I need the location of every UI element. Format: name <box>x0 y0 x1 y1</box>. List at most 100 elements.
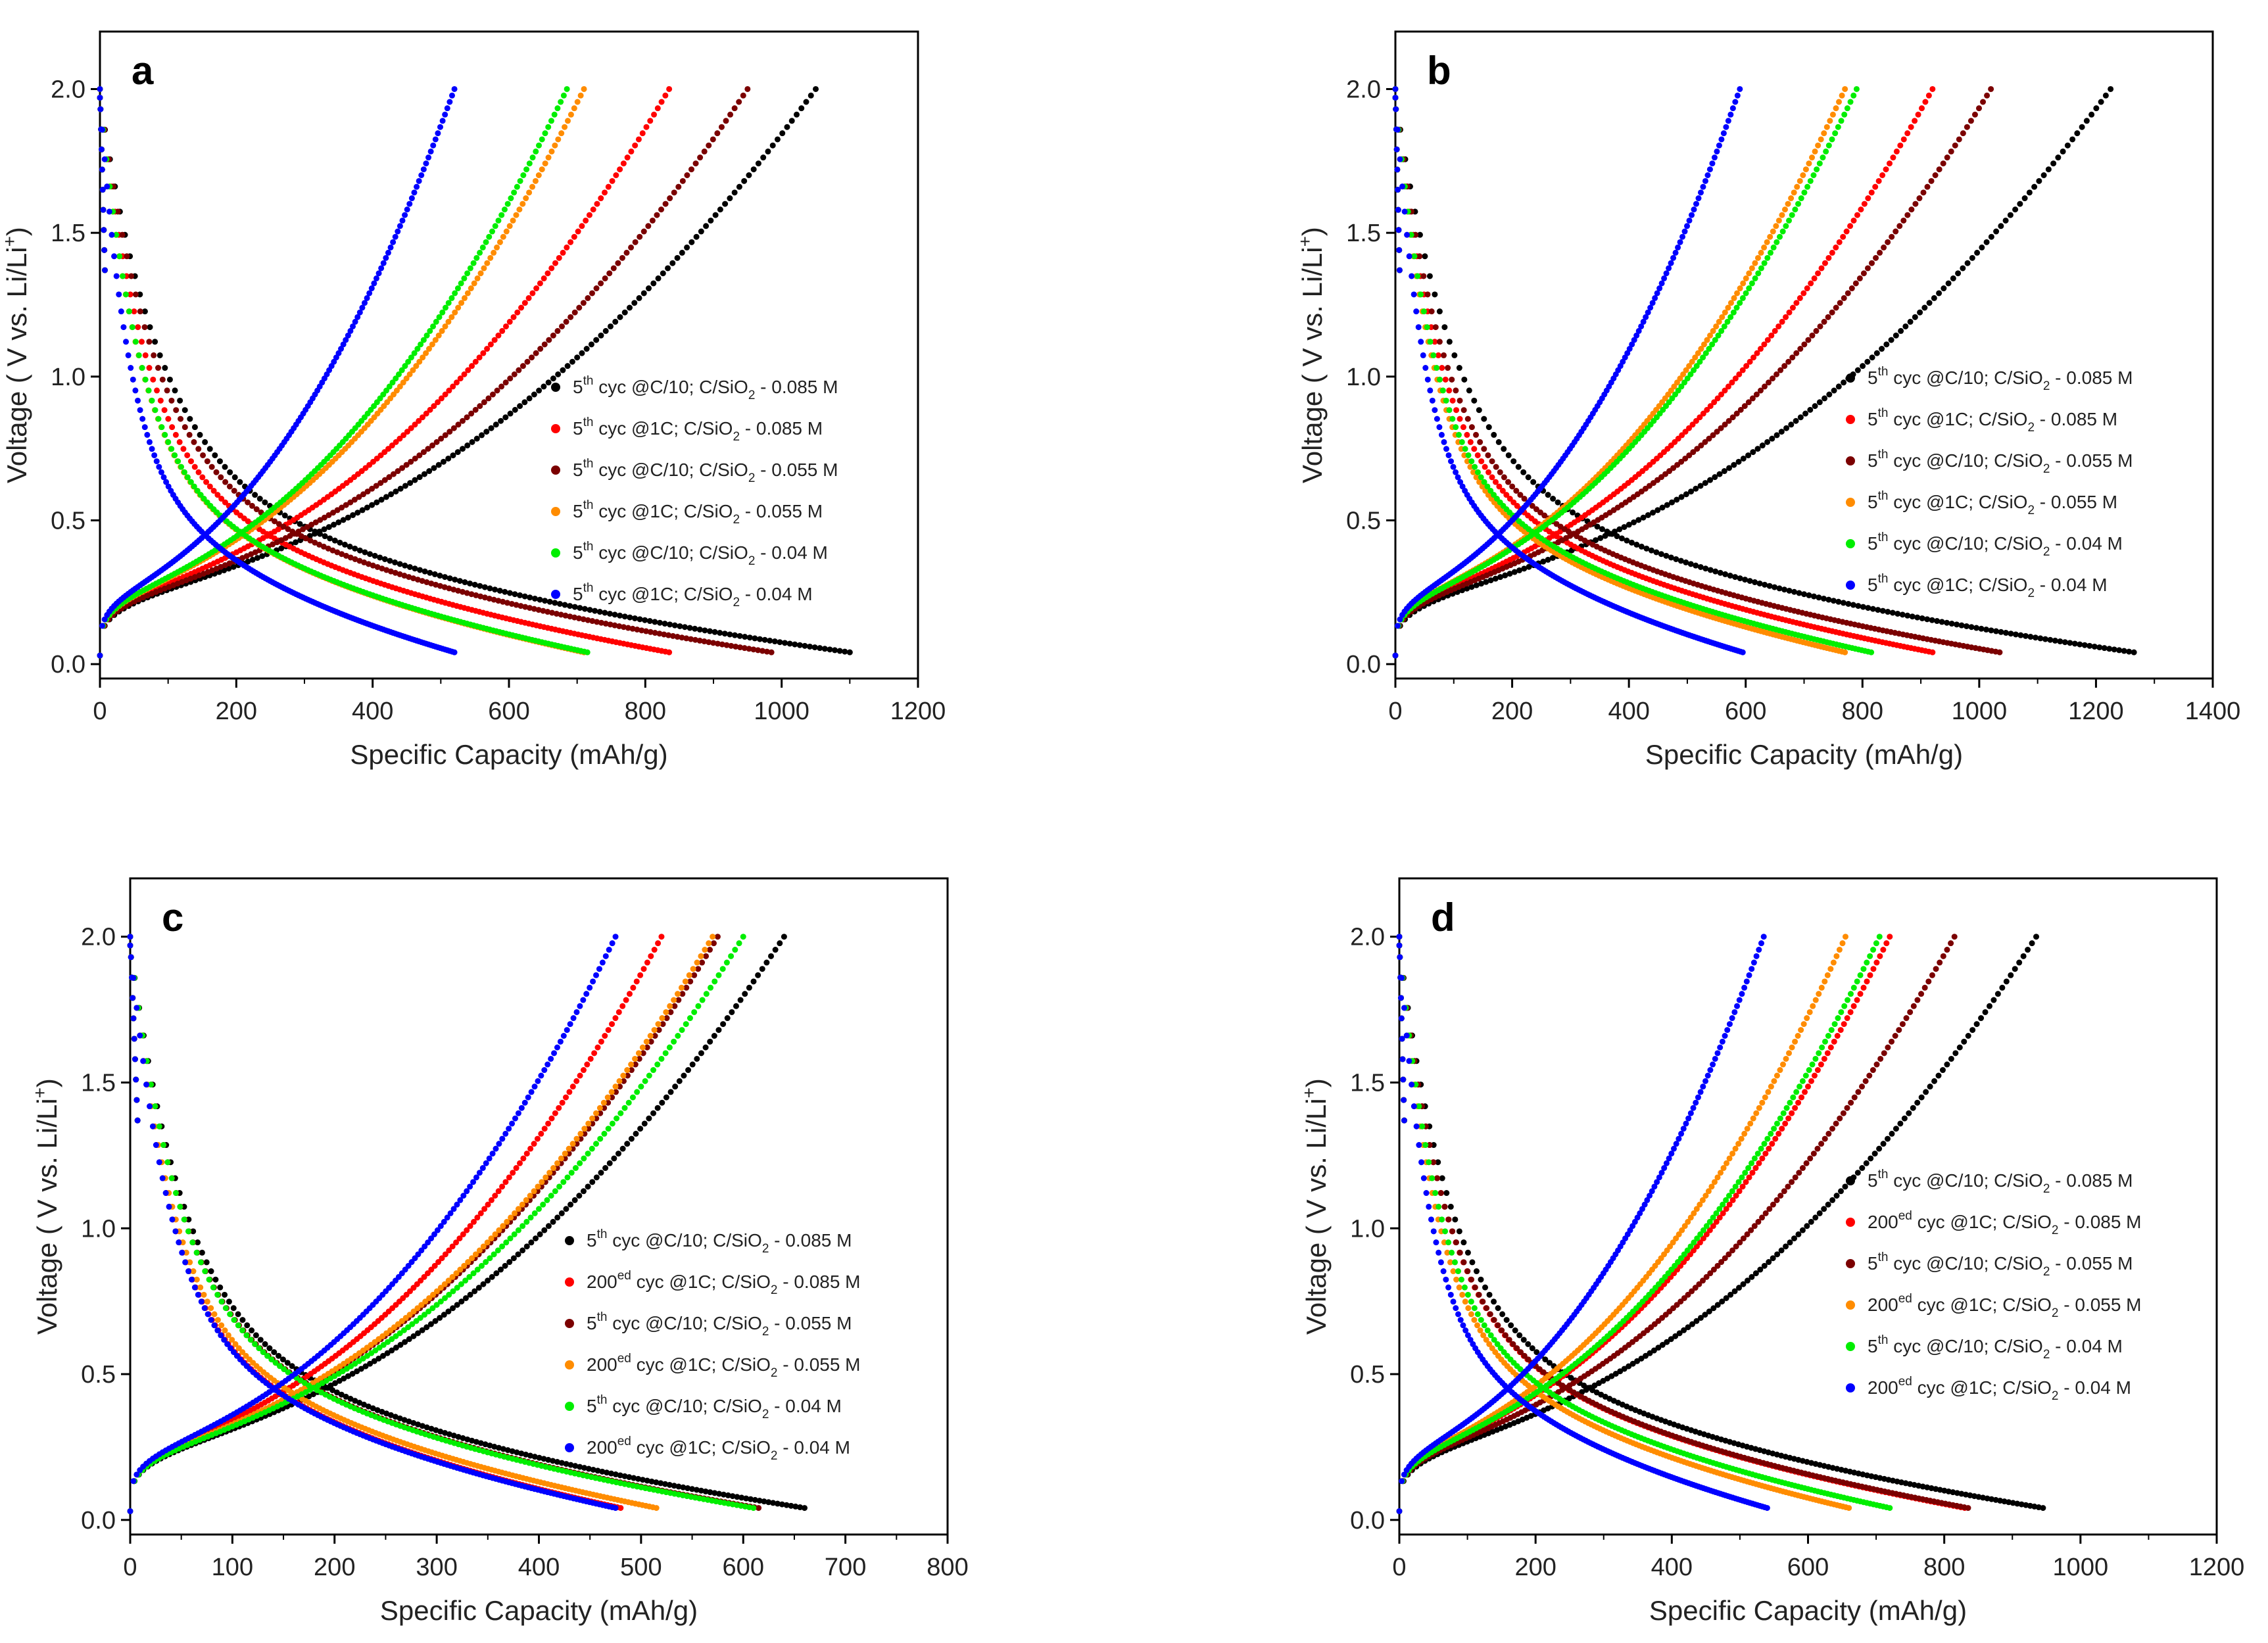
data-point <box>101 247 108 253</box>
data-point <box>544 609 551 615</box>
data-point <box>448 92 455 99</box>
data-point <box>777 940 783 947</box>
data-point <box>338 346 345 352</box>
data-point <box>643 628 650 634</box>
data-point <box>406 574 412 581</box>
data-point <box>1602 533 1608 539</box>
data-point <box>2037 635 2044 642</box>
data-point <box>218 1322 225 1329</box>
data-point <box>511 371 518 377</box>
data-point <box>506 318 513 325</box>
legend-label: 5th cyc @1C; C/SiO2 - 0.085 M <box>573 416 823 444</box>
data-point <box>1958 622 1965 629</box>
data-point <box>731 632 738 638</box>
data-point <box>501 206 508 213</box>
data-point <box>1823 124 1830 130</box>
data-point <box>519 363 526 369</box>
data-point <box>1664 502 1670 508</box>
data-point <box>697 155 704 161</box>
y-tick-label: 0.5 <box>1346 507 1381 535</box>
data-point <box>101 156 108 162</box>
data-point <box>203 1259 210 1266</box>
y-tick-label: 0.0 <box>51 651 85 679</box>
data-point <box>350 323 356 329</box>
data-point <box>1993 228 2000 235</box>
data-point <box>639 627 645 634</box>
data-point <box>521 593 528 600</box>
data-point <box>1770 228 1776 235</box>
data-point <box>109 231 115 238</box>
data-point <box>132 339 139 345</box>
data-point <box>558 1210 565 1216</box>
data-point <box>545 379 552 386</box>
data-point <box>435 462 442 468</box>
data-point <box>1712 568 1719 575</box>
data-point <box>1775 217 1782 224</box>
data-point <box>531 595 538 602</box>
data-point <box>508 195 514 202</box>
data-point <box>1737 285 1743 292</box>
data-point <box>698 228 704 235</box>
data-point <box>626 304 633 311</box>
data-point <box>135 397 141 404</box>
data-point <box>529 290 536 297</box>
data-point <box>308 521 315 528</box>
data-point <box>400 379 406 386</box>
data-point <box>407 480 414 487</box>
data-point <box>554 327 561 334</box>
data-point <box>1550 496 1556 502</box>
data-point <box>451 649 458 655</box>
data-point <box>569 1083 576 1090</box>
data-point <box>412 477 418 483</box>
data-point <box>1840 233 1846 240</box>
data-point <box>1434 416 1440 422</box>
series-6 <box>97 85 458 659</box>
data-point <box>1702 565 1709 572</box>
data-point <box>142 352 149 358</box>
data-point <box>1893 332 1899 339</box>
data-point <box>420 166 427 173</box>
data-point <box>1960 265 1966 272</box>
data-point <box>222 479 229 485</box>
x-tick-label: 1200 <box>2068 698 2124 725</box>
data-point <box>571 309 578 316</box>
data-point <box>755 160 761 167</box>
legend-marker <box>1846 415 1855 424</box>
data-point <box>1707 403 1714 410</box>
data-point <box>649 217 656 224</box>
data-point <box>517 592 523 598</box>
data-point <box>1497 574 1504 581</box>
data-point <box>393 439 399 445</box>
y-tick-label: 0.0 <box>1346 651 1381 679</box>
data-point <box>513 212 519 218</box>
data-point <box>487 341 494 348</box>
data-point <box>479 432 485 439</box>
data-point <box>510 314 517 320</box>
data-point <box>1678 458 1685 465</box>
data-point <box>1978 625 1985 632</box>
data-point <box>1492 479 1499 485</box>
data-point <box>1477 439 1484 445</box>
data-point <box>693 233 700 240</box>
data-point <box>560 92 567 99</box>
data-point <box>552 1110 558 1116</box>
legend-label: 5th cyc @1C; C/SiO2 - 0.055 M <box>1868 489 2117 517</box>
data-point <box>113 231 120 238</box>
data-point <box>554 105 561 112</box>
data-point <box>722 201 729 207</box>
data-point <box>280 523 287 530</box>
data-point <box>352 556 358 562</box>
data-point <box>1492 575 1499 582</box>
data-point <box>1914 614 1921 621</box>
data-point <box>507 410 514 417</box>
x-tick-label: 800 <box>625 698 666 725</box>
data-point <box>598 619 604 626</box>
data-point <box>1442 376 1449 383</box>
data-point <box>181 424 188 431</box>
data-point <box>1476 479 1483 485</box>
data-point <box>1686 452 1693 459</box>
data-point <box>533 148 539 155</box>
data-point <box>129 324 135 331</box>
data-point <box>1404 231 1411 238</box>
